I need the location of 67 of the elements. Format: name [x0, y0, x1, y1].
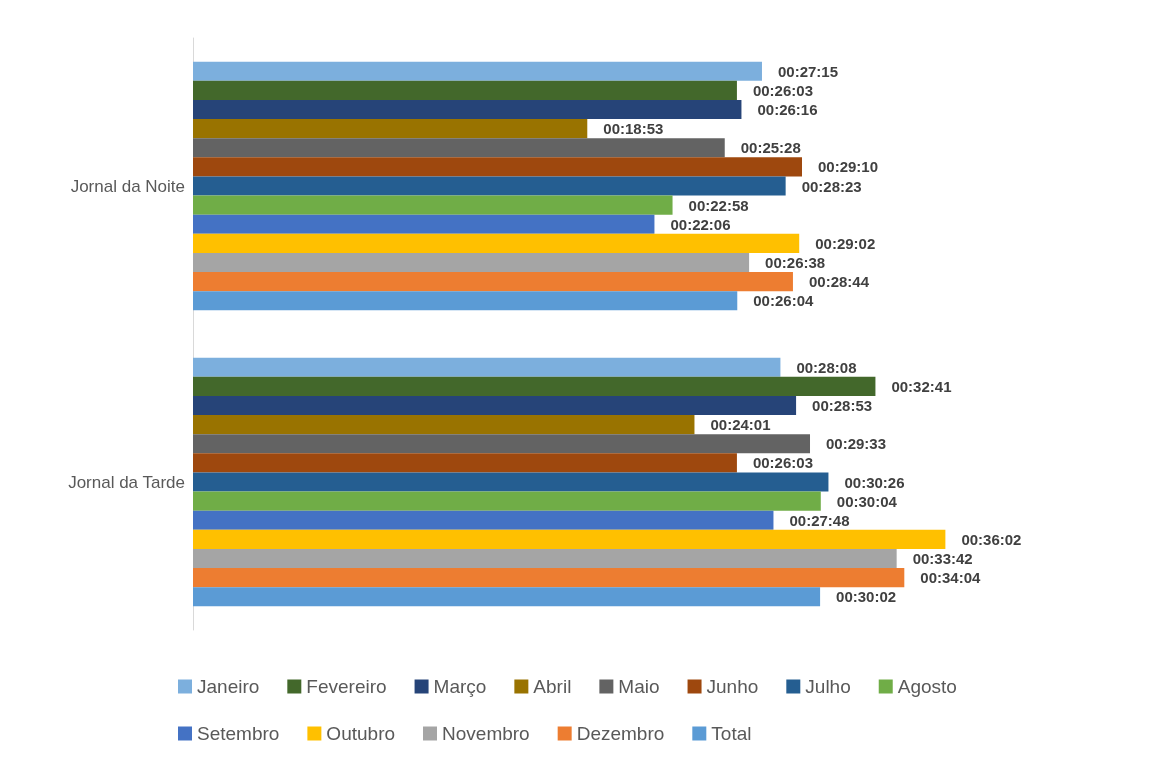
legend-label: Total [711, 723, 752, 744]
bar [193, 395, 797, 416]
bar [193, 376, 876, 396]
legend-label: Junho [706, 676, 759, 697]
bar [193, 176, 786, 196]
data-label: 00:28:23 [801, 177, 862, 195]
bar [193, 415, 695, 435]
bar [193, 233, 800, 253]
bar [193, 80, 737, 100]
bar [193, 357, 781, 377]
legend-label: Maio [618, 676, 660, 697]
data-label: 00:27:15 [777, 62, 839, 80]
data-label: 00:36:02 [961, 530, 1022, 548]
data-label: 00:25:28 [740, 139, 801, 157]
legend-label: Outubro [326, 723, 396, 744]
data-label: 00:18:53 [603, 120, 664, 138]
y-tick-label: Jornal da Noite [70, 176, 185, 196]
data-label: 00:29:10 [818, 158, 879, 176]
data-label: 00:34:04 [920, 569, 982, 587]
data-label: 00:28:44 [808, 273, 870, 291]
legend-label: Setembro [197, 723, 280, 744]
bar [193, 214, 655, 234]
bar [193, 119, 588, 139]
data-label: 00:26:03 [752, 81, 813, 99]
bar [193, 195, 673, 215]
data-label: 00:26:04 [753, 292, 814, 310]
legend-label: Dezembro [576, 723, 665, 744]
bar [193, 453, 737, 473]
bar [193, 291, 738, 311]
bar [193, 510, 774, 530]
bar [193, 99, 742, 120]
data-label: 00:26:16 [757, 101, 818, 118]
bar [193, 61, 762, 81]
bar [193, 568, 905, 588]
data-label: 00:30:04 [836, 492, 898, 510]
data-label: 00:26:03 [752, 454, 813, 472]
data-label: 00:27:48 [789, 511, 850, 529]
data-label: 00:26:38 [765, 254, 826, 271]
bar [193, 272, 793, 292]
data-label: 00:33:42 [912, 550, 973, 567]
legend-label: Agosto [897, 676, 957, 697]
bar [193, 529, 946, 549]
legend-label: Novembro [442, 723, 530, 744]
bar [193, 434, 810, 454]
data-label: 00:28:53 [812, 397, 873, 414]
bar [193, 587, 821, 607]
bar [193, 138, 725, 158]
bar [193, 472, 829, 492]
data-label: 00:28:08 [796, 358, 857, 376]
data-label: 00:22:58 [688, 196, 749, 214]
data-label: 00:30:02 [836, 588, 897, 606]
y-tick-label: Jornal da Tarde [68, 472, 185, 492]
data-label: 00:32:41 [891, 377, 952, 395]
bar [193, 491, 821, 511]
bar [193, 157, 802, 177]
legend-label: Março [433, 676, 487, 697]
legend-label: Julho [805, 676, 851, 697]
legend-label: Fevereiro [306, 676, 387, 697]
legend-label: Janeiro [197, 676, 260, 697]
data-label: 00:29:33 [826, 435, 887, 453]
legend-label: Abril [533, 676, 572, 697]
data-label: 00:22:06 [670, 215, 731, 233]
bar [193, 252, 750, 273]
bar [193, 548, 897, 569]
data-label: 00:24:01 [710, 416, 771, 434]
data-label: 00:30:26 [844, 473, 905, 491]
data-label: 00:29:02 [815, 234, 876, 252]
